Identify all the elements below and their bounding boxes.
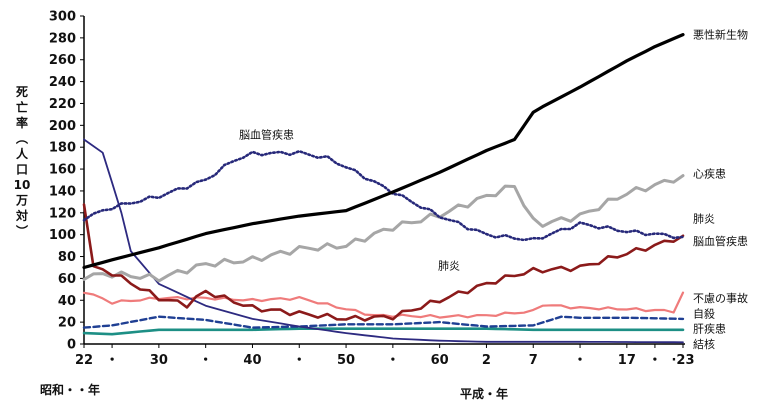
y-tick-label: 100: [49, 228, 76, 243]
y-axis-label-char: 死: [16, 85, 28, 99]
series-line-自殺: [82, 315, 685, 329]
x-tick-label: ·23: [671, 353, 694, 368]
y-tick-label: 140: [49, 184, 76, 199]
inline-series-label: 肺炎: [438, 260, 460, 273]
y-tick-label: 120: [49, 206, 76, 221]
x-tick-label: ・: [199, 353, 212, 368]
y-tick-label: 220: [49, 97, 76, 112]
y-axis-label-char: 亡: [16, 100, 28, 115]
y-tick-label: 180: [49, 141, 76, 156]
y-axis-label-char: 対: [15, 208, 28, 223]
series-line-心疾患: [82, 174, 685, 283]
series-line-不慮の事故: [82, 291, 685, 319]
x-tick-label: 7: [529, 353, 538, 368]
y-tick-label: 280: [49, 31, 76, 46]
y-tick-label: 40: [58, 294, 76, 309]
x-tick-label: ・: [386, 353, 399, 368]
line-label: 肝疾患: [693, 322, 726, 336]
x-tick-label: 40: [243, 353, 261, 368]
inline-series-label: 脳血管疾患: [239, 127, 294, 141]
x-tick-label: 22: [75, 353, 93, 368]
series-line-肺炎: [82, 203, 685, 322]
line-label: 肺炎: [693, 212, 715, 225]
x-tick-label: ・: [574, 353, 587, 368]
y-axis-label-char: 率: [16, 115, 28, 130]
y-tick-label: 200: [49, 119, 76, 134]
y-tick-label: 60: [58, 272, 76, 287]
era-showa-label: 昭和・・年: [40, 382, 100, 397]
x-tick-label: ・: [106, 353, 119, 368]
y-tick-label: 0: [67, 338, 76, 353]
y-tick-label: 260: [49, 53, 76, 68]
x-tick-label: 60: [431, 353, 449, 368]
x-tick-label: ・: [648, 353, 661, 368]
x-tick-label: 17: [618, 353, 636, 368]
x-tick-label: ・: [293, 353, 306, 368]
y-tick-label: 20: [58, 316, 76, 331]
y-tick-label: 160: [49, 163, 76, 178]
line-label: 心疾患: [693, 166, 726, 180]
line-label: 不慮の事故: [693, 291, 748, 305]
x-tick-label: 50: [337, 353, 355, 368]
line-label: 自殺: [693, 306, 715, 320]
y-axis-label-char: 口: [16, 163, 28, 177]
x-tick-label: 30: [150, 353, 168, 368]
line-label: 脳血管疾患: [693, 234, 748, 248]
y-tick-label: 80: [58, 250, 76, 265]
y-tick-label: 300: [49, 10, 76, 25]
y-axis-label-char: ︶: [15, 224, 29, 239]
y-axis-label-char: ︵: [15, 132, 29, 146]
series-line-悪性新生物: [82, 32, 685, 270]
x-tick-label: 2: [482, 353, 491, 368]
series-line-結核: [83, 138, 684, 344]
y-axis-label-char: 万: [15, 194, 28, 208]
series-line-脳血管疾患: [82, 149, 685, 242]
y-tick-label: 240: [49, 75, 76, 90]
series-line-肝疾患: [82, 327, 685, 336]
era-heisei-label: 平成・年: [460, 386, 508, 401]
line-label: 悪性新生物: [693, 28, 748, 42]
line-label: 結核: [693, 337, 715, 351]
y-axis-label-char: 10: [14, 178, 31, 192]
y-axis-label-char: 人: [16, 146, 29, 161]
